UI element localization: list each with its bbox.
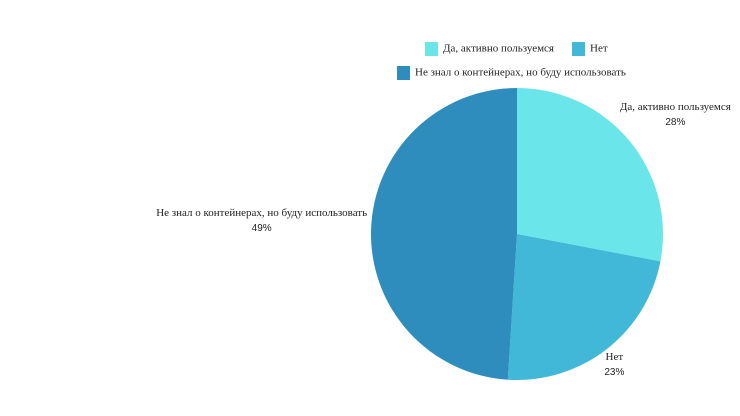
slice-value: 23% — [604, 367, 624, 378]
slice-label: Нет — [606, 351, 624, 363]
slice-value: 28% — [665, 117, 685, 128]
legend-label: Нет — [590, 43, 608, 55]
legend-swatch — [397, 66, 410, 80]
legend-swatch — [425, 42, 438, 56]
slice-label: Да, активно пользуемся — [620, 101, 731, 113]
slice-label: Не знал о контейнерах, но буду использов… — [156, 207, 367, 219]
pie-slice — [371, 88, 517, 380]
legend-label: Да, активно пользуемся — [443, 43, 554, 55]
pie-slice — [507, 234, 661, 380]
slice-value: 49% — [252, 223, 272, 234]
legend-swatch — [572, 42, 585, 56]
legend-label: Не знал о контейнерах, но буду использов… — [415, 67, 626, 79]
pie-slice — [517, 88, 663, 262]
